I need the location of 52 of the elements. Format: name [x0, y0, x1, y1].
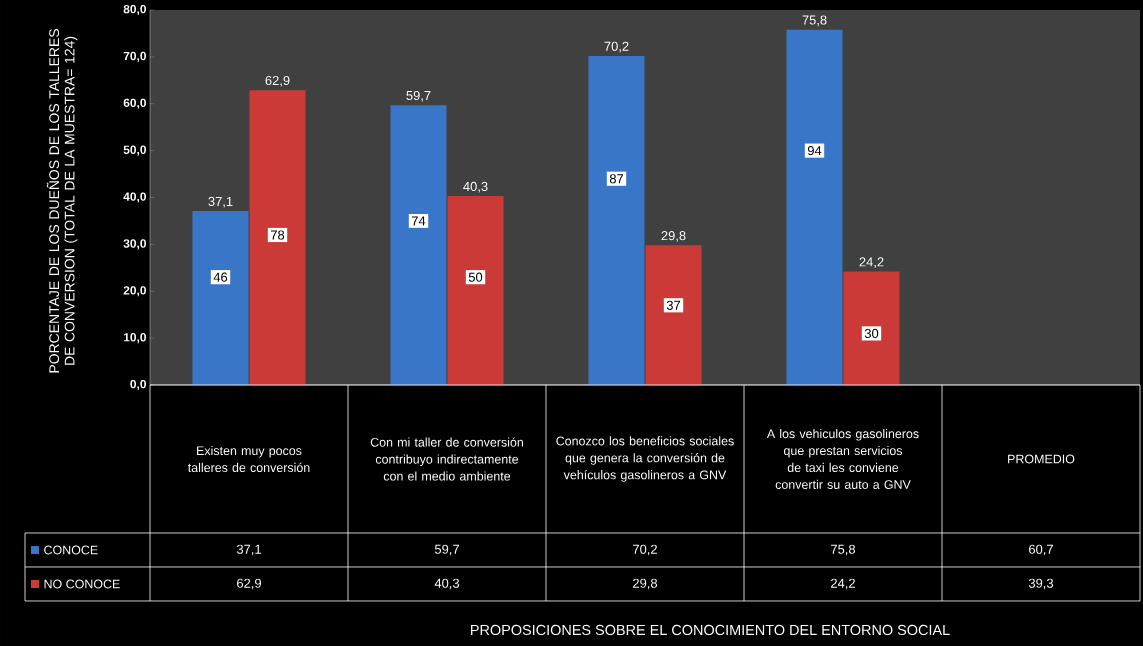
x-tick-label: PROMEDIO	[1008, 454, 1075, 464]
x-tick-label: Conozco los beneficios sociales que genera la conversión de vehículos gasolineros a GNV	[556, 436, 734, 482]
data-label: 40,3	[434, 578, 460, 590]
annotation: 74	[411, 216, 426, 226]
legend-label: CONOCE	[44, 545, 98, 555]
bar	[447, 196, 504, 385]
bar	[588, 55, 645, 385]
data-label: 24,2	[831, 578, 855, 590]
y-tick-label: 10,0	[123, 333, 146, 344]
y-tick-label: 20,0	[123, 286, 146, 297]
bar	[390, 105, 447, 385]
y-axis-title: PORCENTAJE DE LOS DUEÑOS DE LOS TALLERES DE CONVERSION (TOTAL DE LA MUESTRA= 124)	[46, 29, 78, 373]
y-tick-label: 0,0	[130, 379, 146, 391]
annotation: 94	[807, 146, 822, 156]
text: 24,2	[859, 257, 884, 269]
x-tick-label: Existen muy pocos talleres de conversión	[187, 445, 310, 473]
bar	[249, 90, 306, 385]
y-tick-label: 30,0	[123, 239, 146, 250]
bar	[192, 211, 249, 385]
data-label: 75,8	[831, 544, 856, 556]
text: 37,1	[208, 196, 233, 208]
annotation: 30	[864, 328, 879, 338]
text: 62,9	[265, 75, 290, 87]
data-label: 37,1	[236, 544, 261, 556]
legend-label: NO CONOCE	[44, 579, 120, 589]
bar	[843, 271, 900, 385]
bar	[786, 29, 843, 385]
text: PROPOSICIONES SOBRE EL CONOCIMIENTO DEL ENTORNO SOCIAL	[471, 624, 950, 636]
x-tick-label: Con mi taller de conversión contribuyo indirectamente con el medio ambiente	[370, 437, 523, 481]
text: 39,3	[1028, 578, 1054, 590]
annotation: 87	[609, 174, 624, 184]
annotation: 78	[270, 230, 285, 240]
annotation: 50	[468, 272, 483, 282]
data-label: 59,7	[434, 544, 459, 556]
text: 70,2	[604, 41, 629, 53]
y-tick-label: 50,0	[123, 145, 146, 156]
y-tick-label: 80,0	[123, 4, 146, 16]
y-tick-label: 40,0	[123, 192, 146, 203]
bar	[645, 245, 702, 385]
x-tick-label: A los vehiculos gasolineros que prestan servicios de taxi les conviene convertir su auto a GNV	[766, 429, 919, 489]
data-label: 62,9	[237, 578, 261, 590]
y-tick-label: 70,0	[123, 51, 146, 62]
text: 29,8	[661, 231, 686, 242]
y-tick-label: 60,0	[123, 98, 146, 109]
text: 75,8	[802, 15, 827, 27]
text: 60,7	[1029, 544, 1053, 556]
annotation: 37	[666, 300, 681, 310]
text: 59,7	[406, 90, 431, 102]
data-label: 29,8	[633, 578, 658, 590]
data-label: 70,2	[633, 544, 657, 556]
text: 40,3	[463, 181, 488, 193]
annotation: 46	[213, 272, 228, 282]
